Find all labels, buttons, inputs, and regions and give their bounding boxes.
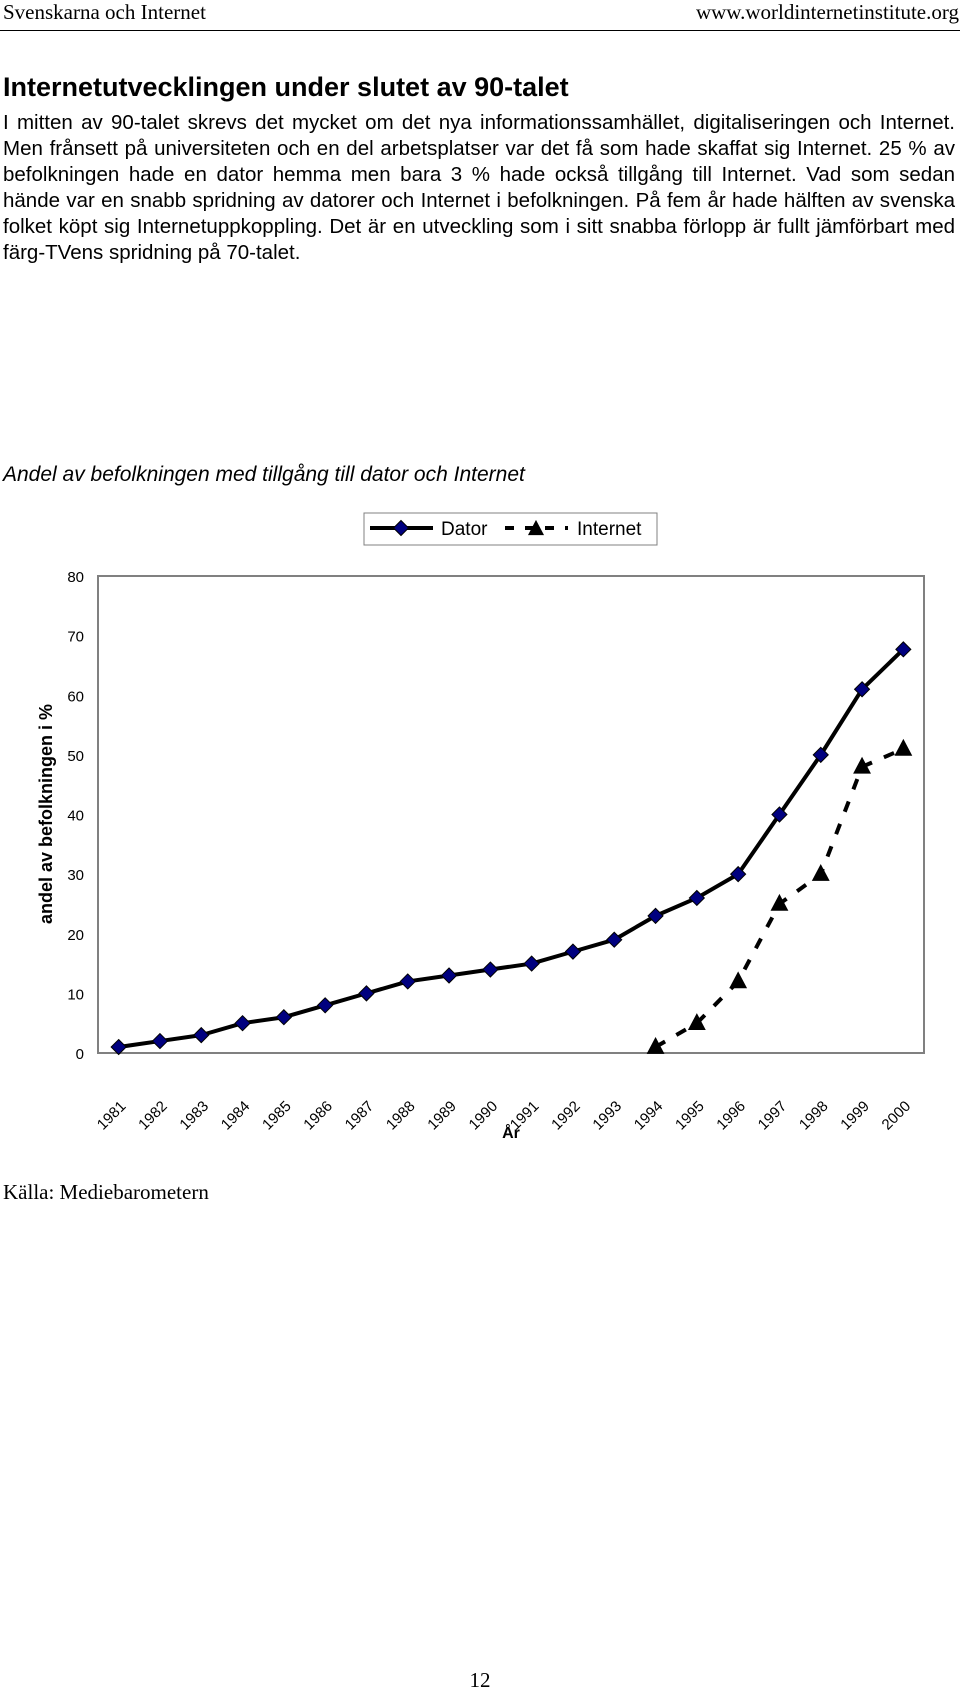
x-tick-label: 1985 — [259, 1098, 295, 1134]
x-tick-label: 1984 — [218, 1098, 254, 1134]
x-tick-label: 1988 — [383, 1098, 419, 1134]
running-header-url: www.worldinternetinstitute.org — [695, 0, 959, 24]
data-point-internet — [687, 1013, 706, 1030]
data-point-dator — [234, 1014, 251, 1032]
data-point-internet — [770, 893, 789, 911]
x-tick-label: 1983 — [176, 1098, 212, 1134]
data-point-internet — [729, 971, 748, 989]
data-point-dator — [440, 967, 458, 984]
legend-marker-dator — [392, 519, 410, 537]
x-tick-label: 1987 — [342, 1098, 378, 1134]
x-tick-label: 1998 — [796, 1098, 832, 1134]
data-point-dator — [193, 1026, 210, 1044]
data-point-dator — [812, 746, 829, 764]
data-point-internet — [894, 738, 913, 756]
x-tick-label: 1996 — [713, 1098, 749, 1134]
header-rule — [0, 30, 960, 31]
x-tick-label: 1994 — [631, 1098, 667, 1134]
x-axis-label: År — [502, 1123, 520, 1142]
data-point-dator — [564, 943, 582, 960]
series-line-dator — [118, 647, 905, 1050]
chart-source: Källa: Mediebarometern — [3, 1180, 209, 1204]
data-point-dator — [275, 1009, 293, 1026]
data-point-dator — [895, 641, 912, 658]
data-point-dator — [771, 806, 788, 823]
x-tick-label: 1999 — [837, 1098, 873, 1134]
x-tick-label: 1990 — [466, 1098, 502, 1134]
data-point-internet — [646, 1036, 665, 1054]
data-point-dator — [647, 907, 664, 925]
y-tick-label: 50 — [67, 748, 84, 765]
y-tick-label: 70 — [67, 629, 84, 646]
y-tick-label: 40 — [67, 808, 84, 825]
y-tick-label: 60 — [67, 688, 84, 705]
data-point-dator — [358, 985, 375, 1002]
data-point-dator — [606, 931, 623, 948]
data-point-internet — [811, 864, 830, 881]
data-point-dator — [853, 681, 871, 698]
x-tick-label: 1982 — [135, 1098, 171, 1134]
y-tick-label: 80 — [67, 569, 84, 586]
x-tick-label: 1993 — [589, 1098, 625, 1134]
data-point-dator — [688, 889, 706, 907]
plot-area — [97, 575, 925, 1054]
x-tick-label: 1989 — [424, 1098, 460, 1134]
page-number: 12 — [469, 1668, 491, 1692]
legend-marker-internet — [527, 519, 545, 536]
x-tick-label: 1981 — [94, 1098, 130, 1134]
x-tick-label: 1992 — [548, 1098, 584, 1134]
data-point-dator — [482, 961, 499, 978]
data-point-internet — [853, 756, 871, 774]
y-tick-label: 20 — [67, 927, 84, 944]
y-tick-label: 30 — [67, 867, 84, 884]
chart-title: Andel av befolkningen med tillgång till … — [3, 463, 525, 486]
running-header-title: Svenskarna och Internet — [3, 0, 206, 24]
x-tick-label: 2000 — [879, 1098, 915, 1134]
section-heading: Internetutvecklingen under slutet av 90-… — [3, 72, 569, 102]
data-point-dator — [110, 1038, 127, 1056]
y-tick-label: 0 — [76, 1046, 84, 1063]
x-tick-label: 1995 — [672, 1098, 708, 1134]
x-tick-label: 1997 — [755, 1098, 791, 1134]
y-tick-label: 10 — [67, 986, 84, 1003]
body-paragraph: I mitten av 90-talet skrevs det mycket o… — [3, 111, 955, 264]
data-point-dator — [316, 997, 334, 1014]
data-point-dator — [151, 1032, 169, 1050]
x-tick-label: 1986 — [300, 1098, 336, 1134]
data-point-dator — [399, 973, 416, 990]
legend-label-dator: Dator — [441, 519, 488, 540]
y-axis-label: andel av befolkningen i % — [36, 704, 56, 924]
data-point-dator — [729, 865, 747, 883]
data-point-dator — [523, 955, 540, 972]
legend-label-internet: Internet — [577, 519, 642, 540]
